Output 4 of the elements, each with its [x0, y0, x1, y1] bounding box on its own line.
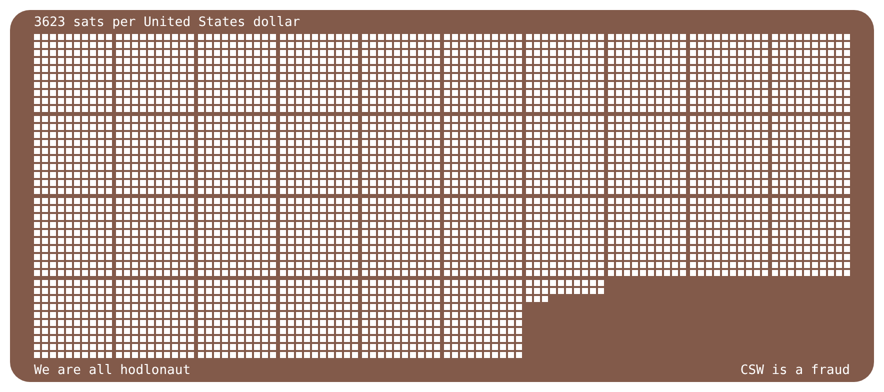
- data-label: 3623: [34, 15, 66, 30]
- text: sats per United States dollar: [73, 15, 300, 30]
- text: CSW is a fraud: [740, 363, 850, 378]
- text: We are all hodlonaut: [34, 363, 191, 378]
